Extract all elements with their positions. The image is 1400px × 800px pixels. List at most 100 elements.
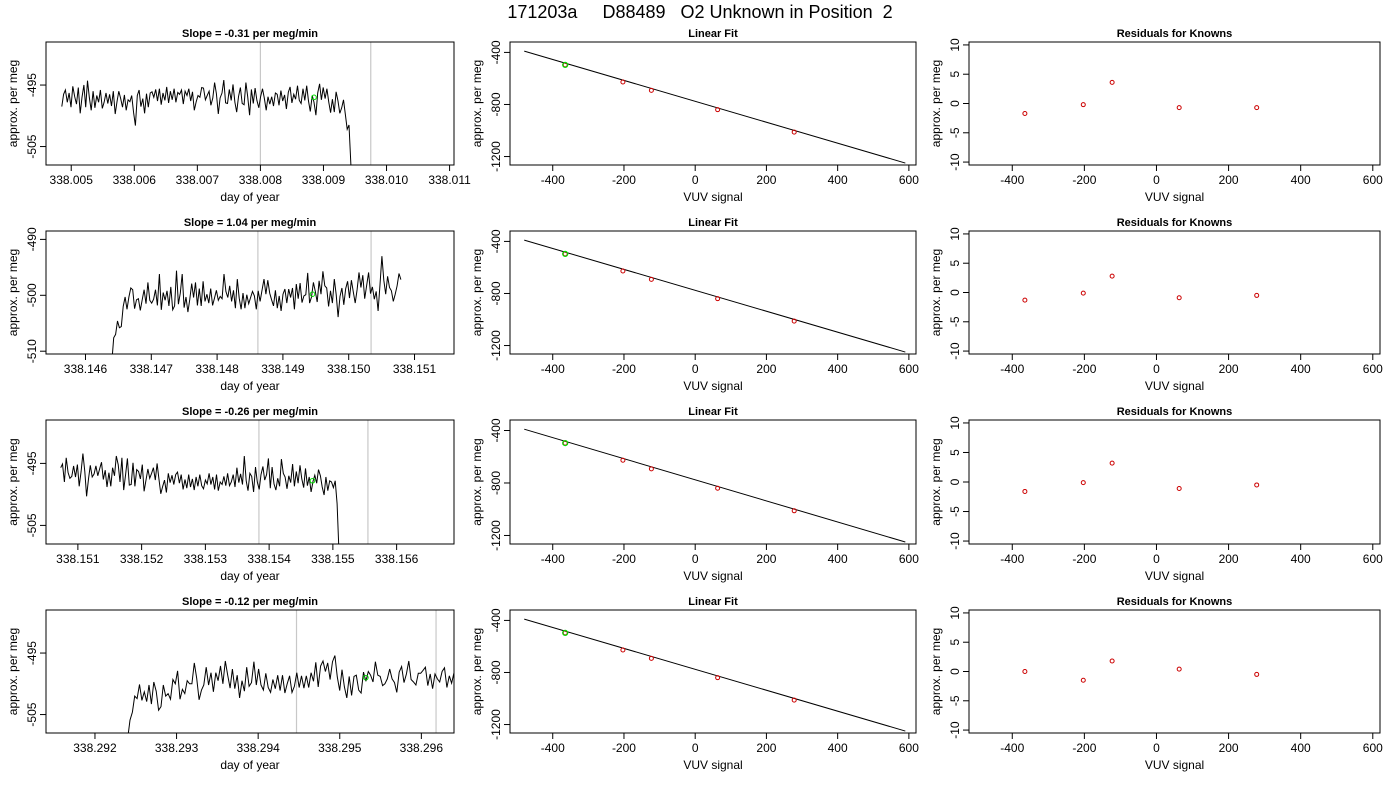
x-tick-label: 0	[1153, 741, 1160, 755]
timeseries-panel-1: Slope = -0.31 per meg/min day of year appr…	[6, 28, 471, 204]
x-tick-label: 600	[1363, 741, 1383, 755]
panel-frame	[968, 609, 1381, 734]
highlight-point	[562, 629, 569, 637]
x-tick-label: 338.156	[375, 552, 419, 566]
y-tick-label: -800	[489, 471, 503, 495]
plot-area	[60, 420, 369, 544]
panel-title: Residuals for Knowns	[1117, 28, 1233, 40]
y-tick-label: -1200	[489, 709, 503, 740]
x-axis-label: VUV signal	[683, 758, 742, 772]
y-axis-label: approx. per meg	[6, 438, 20, 525]
panel-title: Linear Fit	[688, 406, 738, 418]
x-tick-label: 200	[1219, 552, 1239, 566]
data-point	[715, 107, 721, 113]
residual-point	[1254, 482, 1260, 488]
x-axis-label: VUV signal	[683, 190, 742, 204]
x-tick-label: -400	[541, 362, 565, 376]
y-tick-label: -505	[25, 134, 39, 158]
data-point	[791, 697, 797, 703]
x-tick-label: 338.011	[428, 173, 471, 187]
y-tick-label: -1200	[489, 520, 503, 551]
fit-line	[524, 239, 906, 353]
y-tick-label: 0	[948, 289, 962, 296]
y-tick-label: 5	[948, 260, 962, 267]
y-axis-label: approx. per meg	[929, 249, 943, 336]
y-tick-label: 0	[948, 478, 962, 485]
panel-title: Residuals for Knowns	[1117, 406, 1233, 418]
x-tick-label: 338.006	[113, 173, 157, 187]
x-tick-label: 600	[899, 173, 919, 187]
residual-point	[1254, 671, 1260, 677]
x-tick-label: 338.151	[393, 362, 437, 376]
y-tick-label: -10	[948, 342, 962, 360]
y-axis-label: approx. per meg	[929, 628, 943, 715]
highlight-point	[309, 291, 316, 297]
x-tick-label: 0	[1153, 173, 1160, 187]
y-tick-label: 5	[948, 639, 962, 646]
highlight-point	[309, 477, 316, 484]
plot-area	[127, 610, 454, 733]
y-axis-label: approx. per meg	[470, 628, 484, 715]
y-tick-label: -495	[25, 451, 39, 475]
y-tick-label: 0	[948, 100, 962, 107]
x-tick-label: -400	[541, 741, 565, 755]
residual-point	[1022, 110, 1028, 116]
x-tick-label: 600	[1363, 552, 1383, 566]
y-axis-label: approx. per meg	[929, 438, 943, 525]
x-tick-label: 338.294	[236, 741, 280, 755]
data-point	[715, 485, 721, 491]
y-axis-label: approx. per meg	[6, 60, 20, 147]
x-tick-label: 400	[1291, 552, 1311, 566]
y-tick-label: -1200	[489, 141, 503, 172]
highlight-point	[562, 439, 569, 447]
highlight-point	[562, 250, 569, 258]
x-tick-label: -400	[541, 552, 565, 566]
panel-title: Linear Fit	[688, 28, 738, 40]
plot-area	[524, 50, 906, 164]
x-tick-label: 400	[1291, 741, 1311, 755]
y-tick-label: -400	[489, 608, 503, 632]
x-tick-label: 338.146	[64, 362, 108, 376]
x-tick-label: 338.153	[184, 552, 228, 566]
y-tick-label: -800	[489, 660, 503, 684]
y-tick-label: -400	[489, 229, 503, 253]
y-tick-label: -500	[25, 283, 39, 307]
x-tick-label: 600	[899, 362, 919, 376]
x-tick-label: 338.147	[130, 362, 174, 376]
x-tick-label: 400	[828, 173, 848, 187]
y-tick-label: -10	[948, 153, 962, 171]
x-tick-label: 338.008	[239, 173, 283, 187]
residual-point	[1254, 105, 1260, 111]
y-tick-label: 5	[948, 449, 962, 456]
y-tick-label: -10	[948, 721, 962, 739]
x-tick-label: -400	[1000, 173, 1024, 187]
y-tick-label: 10	[948, 38, 962, 52]
y-axis-label: approx. per meg	[929, 60, 943, 147]
data-point	[648, 87, 654, 93]
x-tick-label: -200	[612, 741, 636, 755]
plot-area	[111, 231, 402, 354]
panel-title: Slope = -0.31 per meg/min	[182, 28, 318, 40]
highlight-point	[311, 94, 317, 101]
page-title: 171203a D88489 O2 Unknown in Position 2	[507, 2, 893, 22]
series-line	[127, 655, 454, 733]
x-tick-label: -200	[1072, 362, 1096, 376]
x-axis-label: day of year	[220, 758, 279, 772]
data-point	[620, 647, 626, 653]
x-tick-label: 338.292	[73, 741, 117, 755]
y-axis-label: approx. per meg	[470, 249, 484, 336]
series-line	[61, 80, 352, 165]
y-axis-label: approx. per meg	[6, 628, 20, 715]
residuals-panel-2: Residuals for Knowns VUV signal approx. pe…	[929, 217, 1383, 393]
plot-area	[61, 42, 372, 165]
highlight-point	[562, 61, 569, 69]
x-tick-label: -400	[1000, 552, 1024, 566]
y-tick-label: -5	[948, 316, 962, 327]
x-tick-label: 338.007	[176, 173, 220, 187]
x-tick-label: -400	[1000, 741, 1024, 755]
panel-title: Slope = -0.12 per meg/min	[182, 596, 318, 608]
x-tick-label: 200	[1219, 173, 1239, 187]
data-point	[648, 466, 654, 472]
series-line	[111, 256, 402, 354]
plot-area	[1022, 460, 1260, 494]
